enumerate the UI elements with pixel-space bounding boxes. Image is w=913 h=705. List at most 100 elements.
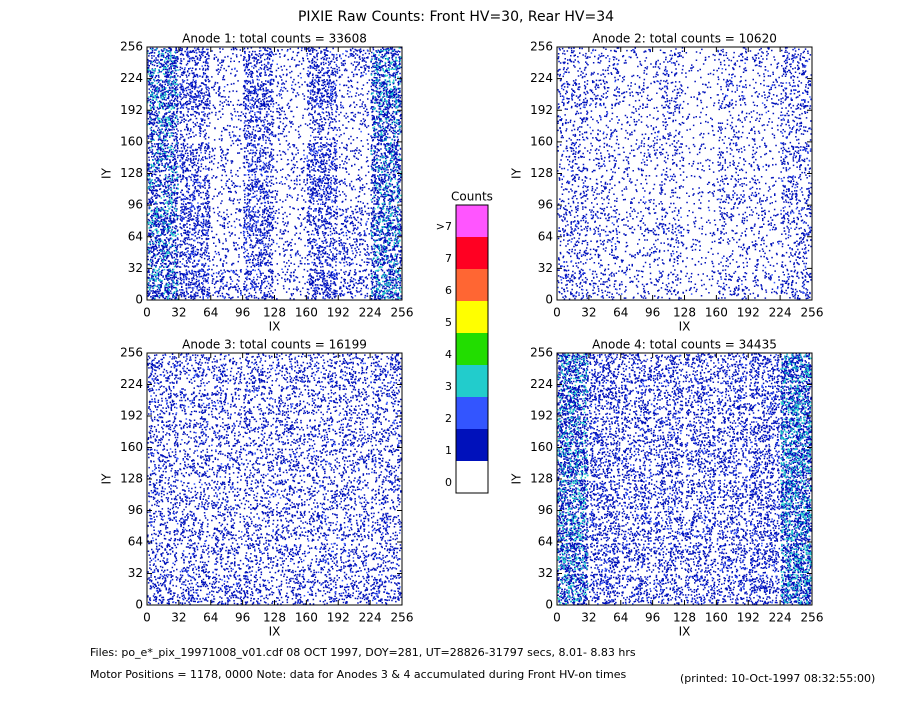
count-speckle [685,48,716,79]
count-speckle-high [234,67,236,70]
count-speckle [275,47,306,79]
count-speckle [242,479,275,511]
colorbar-title: Counts [451,190,493,204]
count-speckle [684,573,716,605]
count-speckle [588,353,621,385]
colorbar-label: 2 [445,412,452,425]
count-speckle-high [643,196,647,203]
count-speckle-high [749,353,780,379]
count-speckle [147,78,179,111]
count-speckle [242,205,275,237]
count-speckle [749,78,780,109]
count-speckle-high [242,206,275,237]
count-speckle-high [150,387,178,414]
count-speckle [370,416,402,448]
count-speckle-high [242,48,274,78]
count-speckle [211,416,243,448]
count-speckle-high [370,47,402,79]
x-axis-label: IX [679,320,691,334]
count-speckle [685,384,717,416]
count-speckle-high [749,513,779,542]
count-speckle [652,173,685,205]
count-speckle [620,268,653,299]
count-speckle [557,205,589,237]
count-speckle [557,268,589,300]
panel-title: Anode 2: total counts = 10620 [592,32,777,46]
colorbar-label: 7 [445,252,452,265]
count-speckle [653,269,685,300]
x-tick-label: 128 [673,611,696,625]
count-speckle [179,416,211,448]
count-speckle-high [557,384,589,415]
x-tick-label: 0 [553,306,561,320]
count-speckle [780,110,812,141]
count-speckle [178,510,211,542]
count-speckle-high [179,543,206,573]
count-speckle-high [371,518,401,542]
count-speckle [557,110,589,142]
count-speckle-high [210,269,242,300]
count-speckle-high [277,138,280,140]
count-speckle [717,237,749,269]
count-speckle-high [749,450,779,479]
count-speckle [147,542,179,574]
count-speckle [306,173,339,205]
count-speckle [620,353,653,384]
count-speckle [338,416,370,448]
count-speckle-high [243,110,273,141]
count-speckle [274,510,307,542]
x-tick-label: 32 [171,306,186,320]
y-tick-label: 0 [135,293,143,307]
count-speckle-high [147,175,179,205]
count-speckle [306,110,338,142]
count-speckle [717,142,747,174]
count-speckle-high [343,181,356,191]
count-speckle [180,542,210,574]
count-speckle [243,268,275,300]
count-speckle-high [638,145,650,161]
count-speckle-high [371,268,402,300]
panel-title: Anode 3: total counts = 16199 [182,338,367,352]
count-speckle [178,236,211,268]
count-speckle [780,573,812,605]
count-speckle [179,448,211,478]
count-speckle [685,238,716,268]
count-speckle [242,510,275,542]
y-tick-label: 0 [545,598,553,612]
count-speckle [620,110,653,142]
count-speckle [306,573,339,605]
count-speckle-high [762,165,764,168]
count-speckle [589,47,621,79]
count-speckle [652,447,685,479]
count-speckle [557,141,589,173]
count-speckle-high [780,447,812,479]
count-speckle [781,47,812,79]
count-speckle [589,542,621,574]
count-speckle [716,206,748,237]
count-speckle [370,110,402,142]
count-speckle-high [654,511,684,541]
count-speckle [147,573,179,605]
count-speckle-high [665,62,673,73]
y-tick-label: 96 [128,198,143,212]
count-speckle-high [182,573,210,603]
count-speckle [242,416,275,448]
count-speckle-high [661,173,672,177]
x-axis-label: IX [679,625,691,639]
colorbar-swatch [456,237,488,269]
count-speckle [338,573,370,605]
count-speckle [716,510,749,542]
count-speckle-high [149,142,179,174]
count-speckle [371,384,402,416]
count-speckle-high [750,187,755,197]
count-speckle [147,448,179,479]
y-tick-label: 64 [538,535,553,549]
page-title: PIXIE Raw Counts: Front HV=30, Rear HV=3… [298,9,614,25]
count-speckle [338,110,370,142]
y-tick-label: 256 [120,40,143,54]
count-speckle-high [360,114,370,133]
count-speckle-high [686,417,716,447]
count-speckle [242,542,275,574]
count-speckle [652,205,685,237]
count-speckle [211,510,243,542]
